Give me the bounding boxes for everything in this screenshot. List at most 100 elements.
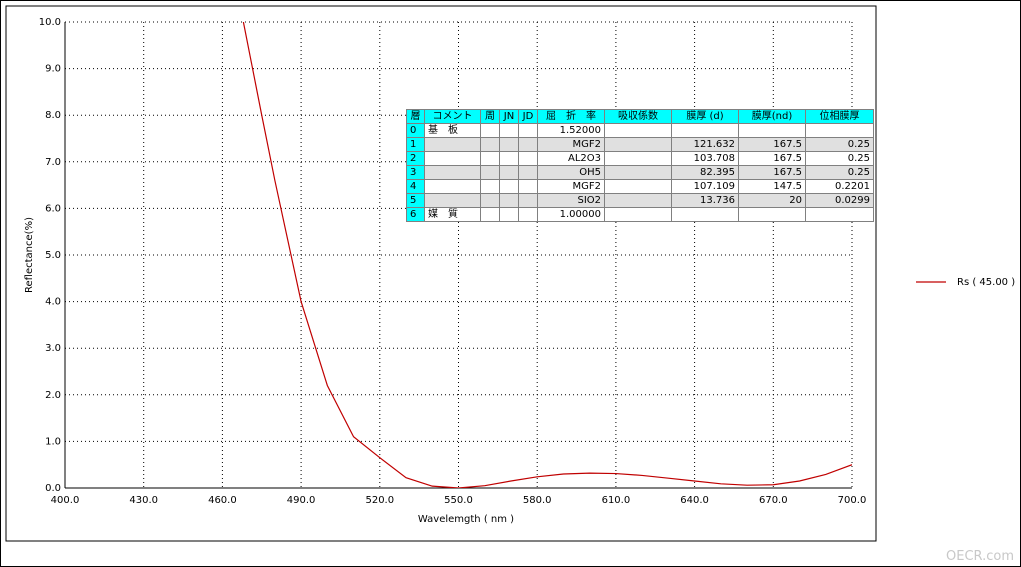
- table-row: 層コメント周 JN JD 屈 折 率吸収係数 膜厚 (d) 膜厚(nd) 位相膜厚: [406, 109, 874, 124]
- table-cell: JD: [518, 109, 538, 124]
- x-tick-label: 610.0: [602, 495, 631, 506]
- table-cell: [424, 165, 481, 180]
- y-tick-label: 0.0: [45, 483, 61, 494]
- table-cell: 5: [406, 193, 425, 208]
- table-cell: [518, 137, 538, 152]
- table-cell: [518, 165, 538, 180]
- table-cell: 0.25: [805, 137, 874, 152]
- table-cell: [499, 207, 519, 222]
- table-cell: 121.632: [671, 137, 739, 152]
- table-cell: 膜厚 (d): [671, 109, 739, 124]
- table-cell: [424, 137, 481, 152]
- table-cell: 層: [406, 109, 425, 124]
- table-cell: 1.00000: [537, 207, 605, 222]
- table-cell: 6: [406, 207, 425, 222]
- table-cell: 膜厚(nd): [738, 109, 806, 124]
- table-cell: 167.5: [738, 151, 806, 166]
- table-row: 3 OH5 82.395 167.5 0.25: [406, 165, 874, 180]
- table-cell: 167.5: [738, 165, 806, 180]
- table-cell: 1.52000: [537, 123, 605, 138]
- table-cell: [518, 207, 538, 222]
- table-cell: 基 板: [424, 123, 481, 138]
- table-cell: [518, 179, 538, 194]
- chart-frame: [5, 5, 877, 542]
- table-cell: JN: [499, 109, 519, 124]
- table-cell: 2: [406, 151, 425, 166]
- table-cell: 20: [738, 193, 806, 208]
- table-cell: 吸収係数: [604, 109, 672, 124]
- y-tick-label: 7.0: [45, 157, 61, 168]
- table-cell: 0: [406, 123, 425, 138]
- watermark: OECR.com: [946, 549, 1014, 564]
- table-row: 5 SIO2 13.736 20 0.0299: [406, 193, 874, 208]
- table-cell: [604, 137, 672, 152]
- table-row: 2 AL2O3 103.708 167.5 0.25: [406, 151, 874, 166]
- x-tick-label: 460.0: [208, 495, 237, 506]
- table-cell: [518, 123, 538, 138]
- y-tick-label: 9.0: [45, 64, 61, 75]
- table-cell: [424, 179, 481, 194]
- table-cell: 0.25: [805, 165, 874, 180]
- table-cell: 媒 質: [424, 207, 481, 222]
- table-cell: 167.5: [738, 137, 806, 152]
- table-cell: [604, 179, 672, 194]
- x-tick-label: 490.0: [287, 495, 316, 506]
- table-cell: [499, 165, 519, 180]
- table-cell: 1: [406, 137, 425, 152]
- table-cell: 位相膜厚: [805, 109, 874, 124]
- table-cell: 屈 折 率: [537, 109, 605, 124]
- table-cell: MGF2: [537, 179, 605, 194]
- x-tick-label: 520.0: [365, 495, 394, 506]
- table-cell: [480, 193, 500, 208]
- table-cell: 13.736: [671, 193, 739, 208]
- y-tick-label: 4.0: [45, 297, 61, 308]
- table-cell: [604, 123, 672, 138]
- x-tick-label: 640.0: [680, 495, 709, 506]
- table-cell: 107.109: [671, 179, 739, 194]
- table-cell: [480, 123, 500, 138]
- table-cell: [499, 179, 519, 194]
- table-cell: [480, 165, 500, 180]
- table-cell: MGF2: [537, 137, 605, 152]
- table-cell: 82.395: [671, 165, 739, 180]
- table-cell: 0.25: [805, 151, 874, 166]
- table-cell: 0.2201: [805, 179, 874, 194]
- y-axis-label: Reflectance(%): [24, 217, 35, 293]
- table-cell: 4: [406, 179, 425, 194]
- y-tick-label: 5.0: [45, 250, 61, 261]
- table-cell: [499, 137, 519, 152]
- x-tick-label: 700.0: [838, 495, 867, 506]
- table-cell: [738, 123, 806, 138]
- table-cell: OH5: [537, 165, 605, 180]
- x-tick-label: 400.0: [51, 495, 80, 506]
- table-cell: 3: [406, 165, 425, 180]
- table-cell: [480, 151, 500, 166]
- data-line: [242, 22, 852, 488]
- table-cell: [604, 151, 672, 166]
- table-cell: [480, 207, 500, 222]
- x-tick-label: 580.0: [523, 495, 552, 506]
- table-cell: 147.5: [738, 179, 806, 194]
- table-cell: [518, 151, 538, 166]
- table-cell: [518, 193, 538, 208]
- table-cell: [499, 151, 519, 166]
- legend-label: Rs ( 45.00 ): [957, 277, 1015, 288]
- table-cell: [805, 123, 874, 138]
- y-tick-label: 6.0: [45, 203, 61, 214]
- table-cell: [805, 207, 874, 222]
- y-tick-label: 8.0: [45, 110, 61, 121]
- x-tick-label: 550.0: [444, 495, 473, 506]
- table-cell: [499, 123, 519, 138]
- table-cell: [424, 151, 481, 166]
- table-cell: [424, 193, 481, 208]
- x-tick-label: 670.0: [759, 495, 788, 506]
- table-cell: [480, 179, 500, 194]
- table-cell: [671, 123, 739, 138]
- table-cell: SIO2: [537, 193, 605, 208]
- table-cell: AL2O3: [537, 151, 605, 166]
- table-cell: [604, 193, 672, 208]
